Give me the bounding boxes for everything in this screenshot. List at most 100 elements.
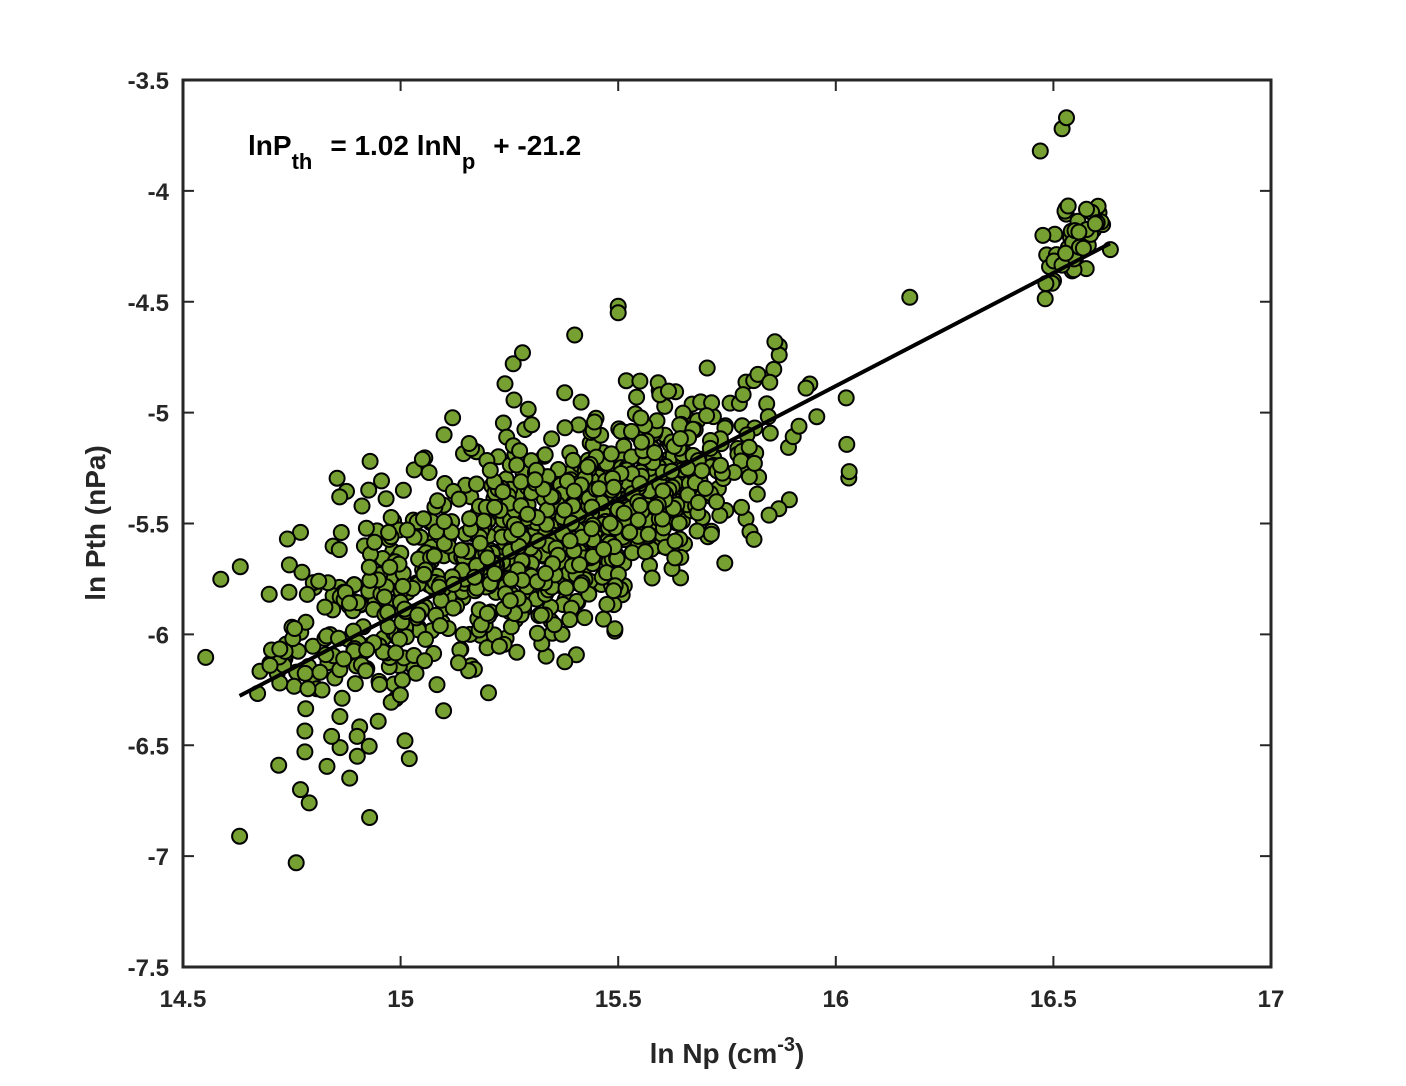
data-point: [348, 747, 366, 765]
data-point: [373, 472, 390, 490]
data-point: [790, 417, 808, 435]
data-point: [1070, 223, 1088, 241]
data-point: [435, 513, 453, 530]
data-point: [333, 689, 351, 707]
data-point: [561, 532, 579, 550]
data-point: [299, 680, 317, 698]
data-point: [486, 565, 504, 582]
data-point: [360, 558, 378, 576]
data-point: [287, 854, 305, 872]
equation-rhs: + -21.2: [493, 130, 581, 161]
data-point: [382, 509, 400, 526]
data-point: [394, 481, 412, 499]
data-point: [278, 530, 296, 548]
data-point: [693, 462, 711, 480]
data-point: [1034, 226, 1052, 244]
data-point: [296, 664, 314, 682]
data-point: [360, 737, 378, 755]
data-point: [357, 519, 375, 537]
data-point: [271, 640, 289, 658]
data-point: [292, 523, 309, 541]
data-point: [231, 558, 249, 576]
data-point: [708, 493, 725, 511]
data-point: [601, 514, 619, 532]
data-point: [348, 727, 366, 745]
data-point: [481, 461, 499, 479]
data-point: [270, 756, 288, 774]
data-point: [296, 722, 314, 740]
data-point: [660, 382, 677, 400]
data-point: [590, 480, 608, 498]
data-point: [435, 702, 453, 720]
data-point: [417, 630, 434, 648]
data-point: [454, 626, 472, 643]
data-point: [330, 541, 348, 559]
data-point: [335, 650, 353, 668]
data-point: [341, 594, 358, 612]
y-axis-ticks: -3.5 -4 -4.5 -5 -5.5 -6 -6.5 -7 -7.5: [128, 68, 1271, 982]
data-point: [316, 598, 334, 616]
data-point: [556, 419, 574, 437]
data-point: [537, 564, 555, 582]
data-point: [734, 386, 752, 404]
data-point: [296, 743, 314, 761]
data-point: [579, 458, 597, 476]
data-point: [341, 769, 359, 787]
data-point: [556, 384, 574, 402]
x-axis-title-main: ln Np (cm: [650, 1038, 778, 1069]
y-tick-label: -5.5: [128, 512, 169, 539]
data-point: [480, 684, 497, 702]
data-point: [1057, 244, 1075, 262]
data-point: [394, 577, 412, 595]
data-point: [391, 686, 409, 704]
y-tick-label: -4.5: [128, 290, 169, 317]
data-point: [514, 344, 531, 362]
data-point: [512, 473, 530, 491]
data-point: [629, 511, 647, 529]
data-point: [505, 391, 523, 409]
data-point: [486, 498, 504, 516]
data-point: [696, 479, 714, 497]
data-point: [605, 478, 623, 496]
x-axis-title: ln Np (cm-3): [650, 1034, 805, 1069]
data-point: [702, 525, 720, 543]
data-point: [346, 675, 364, 693]
data-point: [478, 604, 496, 622]
data-point: [583, 520, 601, 538]
data-point: [371, 675, 388, 693]
data-point: [519, 400, 537, 418]
data-point: [797, 379, 815, 397]
x-tick-label: 15: [387, 986, 414, 1013]
data-point: [387, 644, 405, 662]
data-point: [1078, 200, 1095, 218]
data-point: [494, 414, 512, 432]
equation-lhs: lnP: [248, 130, 292, 161]
data-point: [745, 530, 763, 548]
data-point: [298, 585, 316, 603]
y-axis-title: ln Pth (nPa): [80, 445, 111, 601]
y-tick-label: -3.5: [128, 68, 169, 95]
data-point: [425, 547, 443, 565]
fit-line: [238, 241, 1111, 698]
y-tick-label: -6: [148, 622, 169, 649]
data-point: [565, 482, 583, 500]
data-point: [286, 620, 304, 637]
data-point: [838, 435, 856, 453]
data-point: [508, 643, 526, 661]
data-point: [304, 637, 322, 655]
data-point: [733, 498, 750, 516]
data-point: [407, 664, 425, 682]
data-point: [413, 450, 431, 468]
data-point: [508, 456, 526, 474]
x-tick-label: 15.5: [595, 986, 642, 1013]
data-point: [561, 611, 579, 629]
y-tick-label: -7.5: [128, 955, 169, 982]
data-point: [760, 506, 778, 524]
x-tick-label: 16.5: [1030, 986, 1077, 1013]
x-tick-label: 14.5: [160, 986, 207, 1013]
data-point: [461, 510, 479, 528]
data-point: [409, 606, 427, 624]
data-point: [1086, 215, 1104, 233]
data-point: [716, 554, 734, 572]
data-point: [636, 543, 654, 561]
